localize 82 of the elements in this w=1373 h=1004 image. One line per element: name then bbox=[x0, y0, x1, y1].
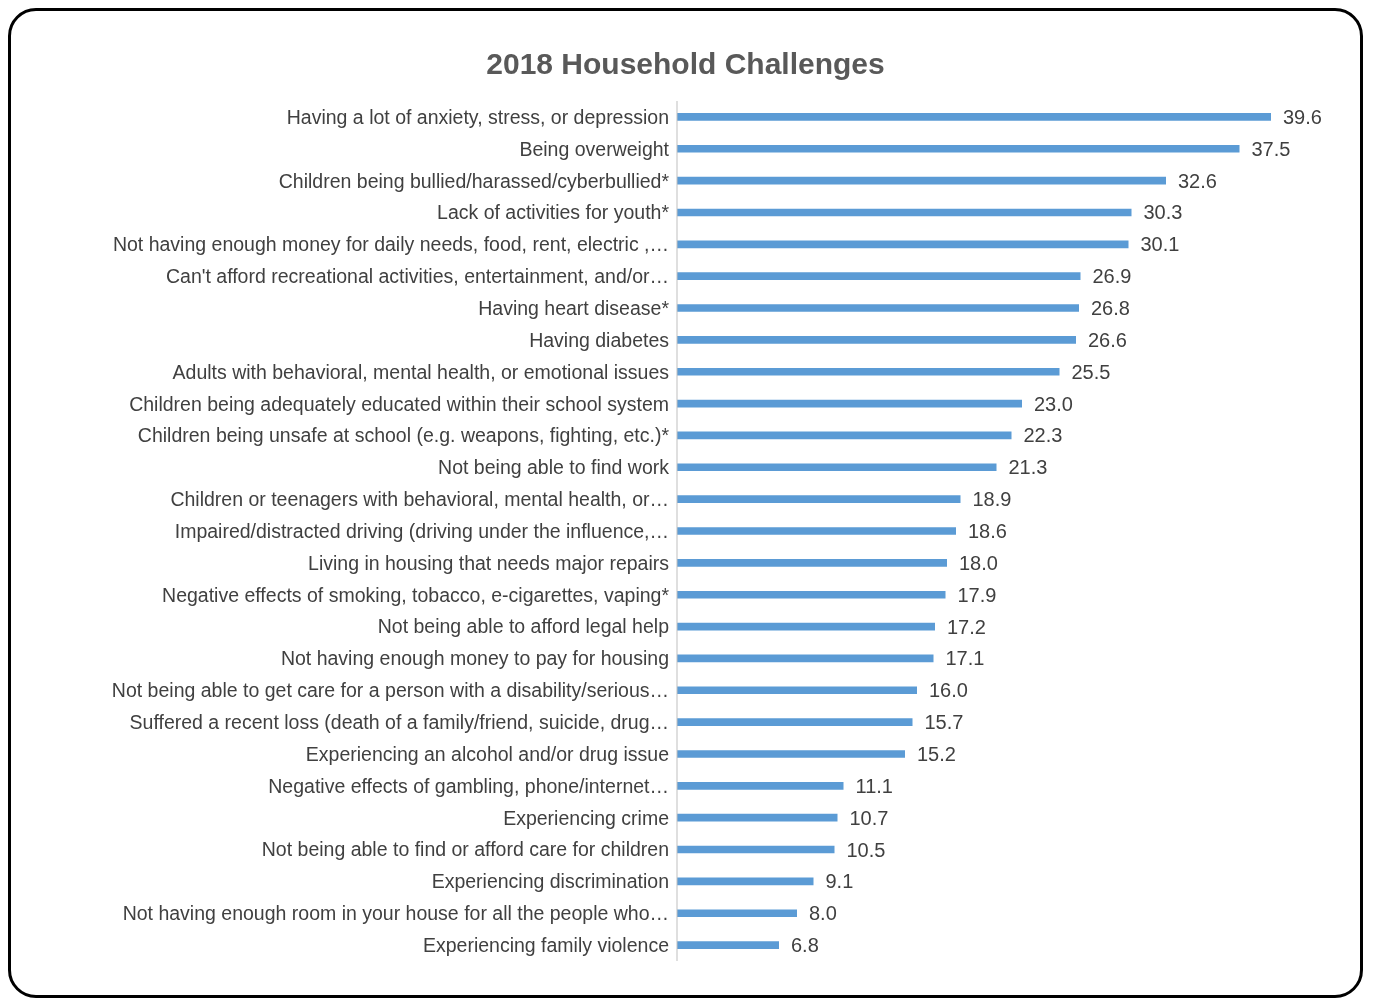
data-label: 10.5 bbox=[846, 838, 886, 861]
data-label: 17.9 bbox=[957, 583, 997, 606]
bar bbox=[677, 909, 797, 918]
bar bbox=[677, 304, 1079, 312]
data-label: 39.6 bbox=[1283, 105, 1322, 128]
y-tick-label: Negative effects of gambling, phone/internet… bbox=[268, 774, 669, 797]
data-label: 10.7 bbox=[849, 806, 889, 829]
data-label: 37.5 bbox=[1251, 137, 1291, 160]
data-label: 17.2 bbox=[947, 615, 986, 638]
bar bbox=[677, 336, 1076, 344]
y-tick-label: Not having enough room in your house for all the people who… bbox=[122, 902, 669, 925]
bar bbox=[677, 240, 1129, 249]
y-tick-label: Experiencing family violence bbox=[422, 934, 669, 956]
y-tick-label: Not being able to find work bbox=[438, 456, 670, 479]
data-label: 23.0 bbox=[1034, 392, 1073, 415]
data-label: 15.7 bbox=[924, 711, 964, 734]
y-tick-label: Can't afford recreational activities, entertainment, and/or… bbox=[165, 265, 669, 288]
data-label: 17.1 bbox=[945, 647, 985, 670]
data-label: 22.3 bbox=[1023, 424, 1063, 447]
bar bbox=[677, 113, 1271, 121]
bar bbox=[677, 144, 1240, 153]
bar bbox=[677, 208, 1132, 217]
bar bbox=[677, 590, 946, 599]
data-label: 26.8 bbox=[1091, 297, 1130, 320]
y-tick-label: Lack of activities for youth* bbox=[437, 201, 670, 224]
bar bbox=[677, 559, 947, 567]
chart-title: 2018 Household Challenges bbox=[485, 47, 886, 82]
bar bbox=[677, 813, 838, 822]
data-label: 18.6 bbox=[968, 520, 1007, 542]
y-tick-label: Experiencing discrimination bbox=[431, 870, 669, 893]
bar bbox=[677, 176, 1166, 185]
y-tick-label: Not being able to afford legal help bbox=[377, 615, 670, 638]
bar bbox=[677, 495, 961, 503]
bar bbox=[677, 463, 997, 472]
y-tick-label: Children or teenagers with behavioral, mental health, or… bbox=[170, 488, 669, 511]
bar bbox=[677, 654, 934, 663]
bar bbox=[677, 622, 935, 631]
y-tick-label: Negative effects of smoking, tobacco, e-cigarettes, vaping* bbox=[162, 583, 670, 606]
bar bbox=[677, 367, 1060, 376]
y-tick-label: Not being able to find or afford care for children bbox=[261, 838, 669, 861]
data-label: 8.0 bbox=[809, 902, 837, 925]
y-tick-label: Living in housing that needs major repairs bbox=[308, 551, 670, 574]
y-tick-label: Children being adequately educated within their school system bbox=[129, 392, 669, 415]
bar bbox=[677, 272, 1081, 281]
y-tick-label: Having diabetes bbox=[529, 328, 670, 351]
y-tick-label: Being overweight bbox=[519, 137, 670, 160]
data-label: 18.9 bbox=[972, 488, 1012, 511]
bar bbox=[677, 431, 1012, 440]
data-label: 21.3 bbox=[1008, 456, 1048, 479]
bar bbox=[677, 877, 814, 886]
data-label: 26.9 bbox=[1092, 265, 1132, 288]
data-label: 25.5 bbox=[1071, 360, 1111, 383]
data-label: 9.1 bbox=[825, 870, 854, 893]
data-label: 16.0 bbox=[929, 679, 968, 702]
y-tick-label: Impaired/distracted driving (driving under the influence,… bbox=[174, 519, 669, 542]
bar bbox=[677, 750, 905, 758]
bar bbox=[677, 718, 913, 726]
bar bbox=[677, 527, 956, 535]
y-tick-label: Experiencing an alcohol and/or drug issue bbox=[305, 742, 669, 765]
data-label: 30.1 bbox=[1140, 233, 1180, 256]
y-tick-label: Not having enough money for daily needs, food, rent, electric ,… bbox=[112, 233, 669, 256]
bar bbox=[677, 686, 917, 695]
y-tick-label: Having a lot of anxiety, stress, or depression bbox=[286, 105, 669, 128]
data-label: 30.3 bbox=[1143, 201, 1183, 224]
bar bbox=[677, 781, 844, 790]
y-tick-label: Adults with behavioral, mental health, or emotional issues bbox=[172, 360, 670, 383]
data-label: 18.0 bbox=[959, 551, 998, 574]
data-label: 6.8 bbox=[791, 934, 819, 957]
y-tick-label: Experiencing crime bbox=[503, 806, 669, 829]
bar bbox=[677, 399, 1022, 408]
y-tick-label: Children being bullied/harassed/cyberbullied* bbox=[278, 169, 670, 192]
bar bbox=[677, 941, 779, 949]
y-tick-label: Suffered a recent loss (death of a family/friend, suicide, drug… bbox=[129, 711, 669, 734]
y-tick-label: Not being able to get care for a person with a disability/serious… bbox=[111, 679, 669, 702]
data-label: 32.6 bbox=[1178, 169, 1217, 192]
y-tick-label: Having heart disease* bbox=[478, 296, 670, 319]
bar bbox=[677, 845, 835, 854]
data-label: 26.6 bbox=[1088, 328, 1127, 351]
data-label: 11.1 bbox=[855, 774, 893, 797]
data-label: 15.2 bbox=[917, 742, 956, 765]
y-tick-label: Not having enough money to pay for housing bbox=[280, 647, 669, 670]
y-tick-label: Children being unsafe at school (e.g. weapons, fighting, etc.)* bbox=[137, 424, 670, 447]
